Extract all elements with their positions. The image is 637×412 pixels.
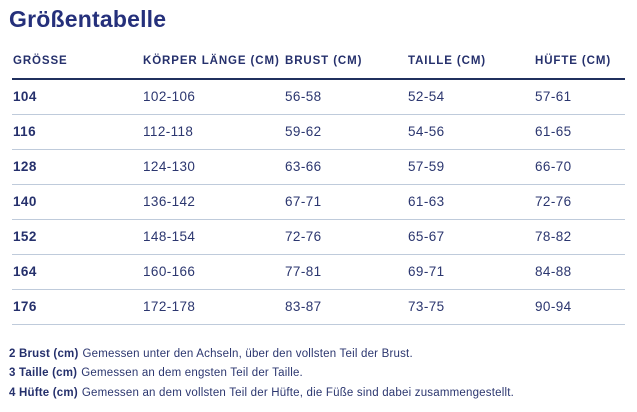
taille-cell: 61-63 — [408, 194, 445, 209]
page-title: Größentabelle — [9, 6, 167, 32]
taille-cell: 54-56 — [408, 124, 445, 139]
koerper-laenge-cell: 172-178 — [143, 299, 196, 314]
huefte-cell: 78-82 — [535, 229, 572, 244]
taille-cell: 52-54 — [408, 89, 445, 105]
brust-cell: 56-58 — [285, 89, 322, 105]
table-row: 128 124-130 63-66 57-59 66-70 — [12, 149, 625, 184]
column-header-brust: BRUST (CM) — [284, 49, 407, 80]
size-cell: 152 — [13, 229, 37, 244]
size-cell: 128 — [13, 159, 37, 174]
huefte-cell: 72-76 — [535, 194, 572, 209]
footnote-text: Gemessen unter den Achseln, über den vol… — [82, 347, 413, 360]
table-row: 140 136-142 67-71 61-63 72-76 — [12, 184, 625, 219]
column-header-koerper-laenge: KÖRPER LÄNGE (CM) — [142, 49, 284, 80]
footnote-text: Gemessen an dem engsten Teil der Taille. — [81, 367, 303, 379]
taille-cell: 73-75 — [408, 299, 445, 314]
column-header-huefte: HÜFTE (CM) — [534, 49, 625, 80]
footnote-brust: 2 Brust (cm) Gemessen unter den Achseln, … — [9, 345, 637, 365]
brust-cell: 72-76 — [285, 229, 322, 244]
table-header-row: GRÖSSE KÖRPER LÄNGE (CM) BRUST (CM) TAIL… — [12, 49, 625, 80]
brust-cell: 83-87 — [285, 299, 322, 314]
column-header-groesse: GRÖSSE — [12, 49, 142, 80]
size-cell: 104 — [13, 89, 37, 105]
koerper-laenge-cell: 148-154 — [143, 229, 196, 244]
koerper-laenge-cell: 112-118 — [143, 124, 194, 139]
taille-cell: 57-59 — [408, 159, 445, 174]
size-cell: 140 — [13, 194, 37, 209]
koerper-laenge-cell: 102-106 — [143, 89, 196, 105]
table-row: 152 148-154 72-76 65-67 78-82 — [12, 219, 625, 254]
footnote-taille: 3 Taille (cm) Gemessen an dem engsten Tei… — [9, 364, 637, 384]
huefte-cell: 84-88 — [535, 264, 572, 279]
column-header-taille: TAILLE (CM) — [407, 49, 534, 80]
size-cell: 164 — [13, 264, 37, 279]
koerper-laenge-cell: 124-130 — [143, 159, 196, 174]
size-cell: 116 — [13, 124, 36, 139]
table-row: 164 160-166 77-81 69-71 84-88 — [12, 254, 625, 289]
footnote-label: 3 Taille (cm) — [9, 367, 78, 379]
size-table: GRÖSSE KÖRPER LÄNGE (CM) BRUST (CM) TAIL… — [12, 49, 625, 325]
table-row: 104 102-106 56-58 52-54 57-61 — [12, 79, 625, 114]
huefte-cell: 90-94 — [535, 299, 572, 314]
footnote-huefte: 4 Hüfte (cm) Gemessen an dem vollsten Tei… — [9, 384, 637, 404]
taille-cell: 65-67 — [408, 229, 445, 244]
table-row: 116 112-118 59-62 54-56 61-65 — [12, 114, 625, 149]
koerper-laenge-cell: 136-142 — [143, 194, 196, 209]
brust-cell: 59-62 — [285, 124, 322, 139]
table-row: 176 172-178 83-87 73-75 90-94 — [12, 289, 625, 324]
brust-cell: 77-81 — [285, 264, 322, 279]
brust-cell: 63-66 — [285, 159, 322, 174]
footnotes: 2 Brust (cm) Gemessen unter den Achseln, … — [9, 345, 637, 404]
taille-cell: 69-71 — [408, 264, 445, 279]
footnote-label: 2 Brust (cm) — [9, 347, 79, 360]
huefte-cell: 61-65 — [535, 124, 572, 139]
huefte-cell: 66-70 — [535, 159, 572, 174]
footnote-text: Gemessen an dem vollsten Teil der Hüfte,… — [81, 386, 515, 399]
koerper-laenge-cell: 160-166 — [143, 264, 196, 279]
brust-cell: 67-71 — [285, 194, 322, 209]
size-cell: 176 — [13, 299, 37, 314]
footnote-label: 4 Hüfte (cm) — [9, 386, 78, 399]
huefte-cell: 57-61 — [535, 89, 572, 105]
